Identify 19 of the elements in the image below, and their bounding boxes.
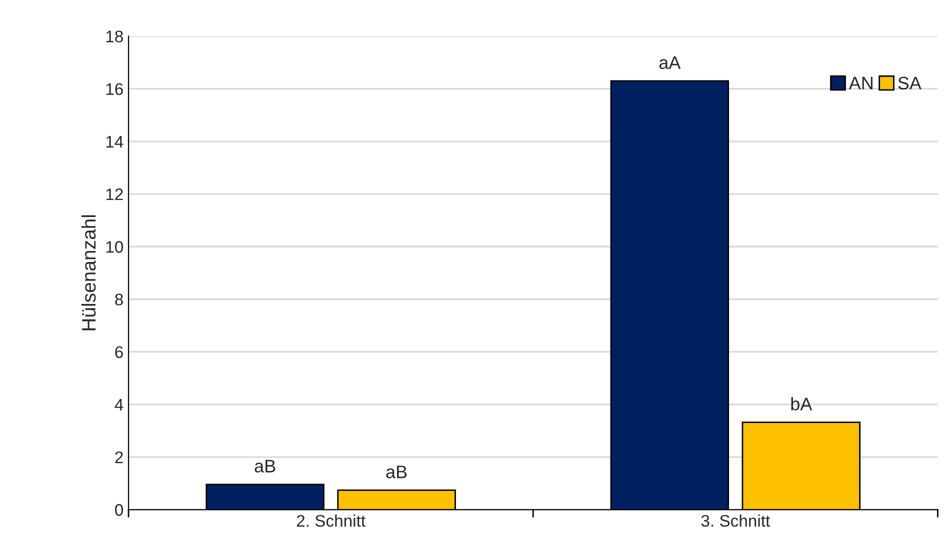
y-tick-label: 6 (115, 346, 123, 358)
legend-label: SA (898, 76, 922, 90)
x-tick-label: 2. Schnitt (296, 514, 366, 527)
y-tick-label: 16 (106, 83, 123, 96)
y-tick-label: 18 (106, 30, 123, 42)
data-label: aA (659, 56, 681, 70)
y-tick-label: 8 (115, 294, 123, 306)
y-tick-label: 0 (115, 504, 124, 516)
data-label: aB (254, 460, 276, 472)
y-axis-title: Hülsenanzahl (81, 215, 96, 330)
y-tick-label: 4 (114, 399, 124, 410)
data-label: aB (386, 466, 407, 478)
y-tick-label: 14 (106, 136, 124, 148)
y-tick-label: 10 (106, 241, 124, 253)
data-label: bA (791, 397, 812, 410)
y-tick-label: 2 (115, 451, 123, 464)
y-tick-label: 12 (106, 188, 123, 200)
x-tick-label: 3. Schnitt (701, 514, 770, 527)
legend-label: AN (848, 76, 872, 90)
